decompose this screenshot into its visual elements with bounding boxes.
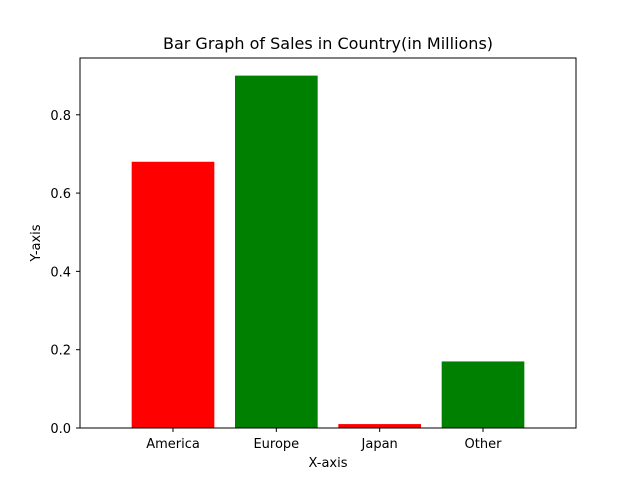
x-tick-label-japan: Japan: [361, 437, 398, 452]
x-tick-label-america: America: [146, 437, 200, 452]
x-tick-label-other: Other: [465, 437, 503, 452]
bar-america: [131, 161, 215, 429]
y-tick-label: 0.0: [50, 422, 71, 437]
y-tick-label: 0.2: [50, 344, 71, 359]
bar-other: [441, 361, 525, 428]
y-axis-label: Y-axis: [29, 224, 44, 262]
plot-frame: [79, 57, 577, 429]
bar-japan: [338, 424, 421, 428]
bar-europe: [235, 75, 318, 428]
y-tick-label: 0.4: [50, 265, 71, 280]
x-axis-label: X-axis: [309, 456, 348, 471]
bars-group: [131, 75, 525, 429]
y-ticks-group: 0.0 0.2 0.4 0.6 0.8: [50, 109, 80, 437]
y-tick-label: 0.8: [50, 109, 71, 124]
x-ticks-group: America Europe Japan Other: [146, 428, 502, 452]
x-tick-label-europe: Europe: [253, 437, 299, 452]
chart-title: Bar Graph of Sales in Country(in Million…: [163, 34, 493, 53]
y-tick-label: 0.6: [50, 187, 71, 202]
